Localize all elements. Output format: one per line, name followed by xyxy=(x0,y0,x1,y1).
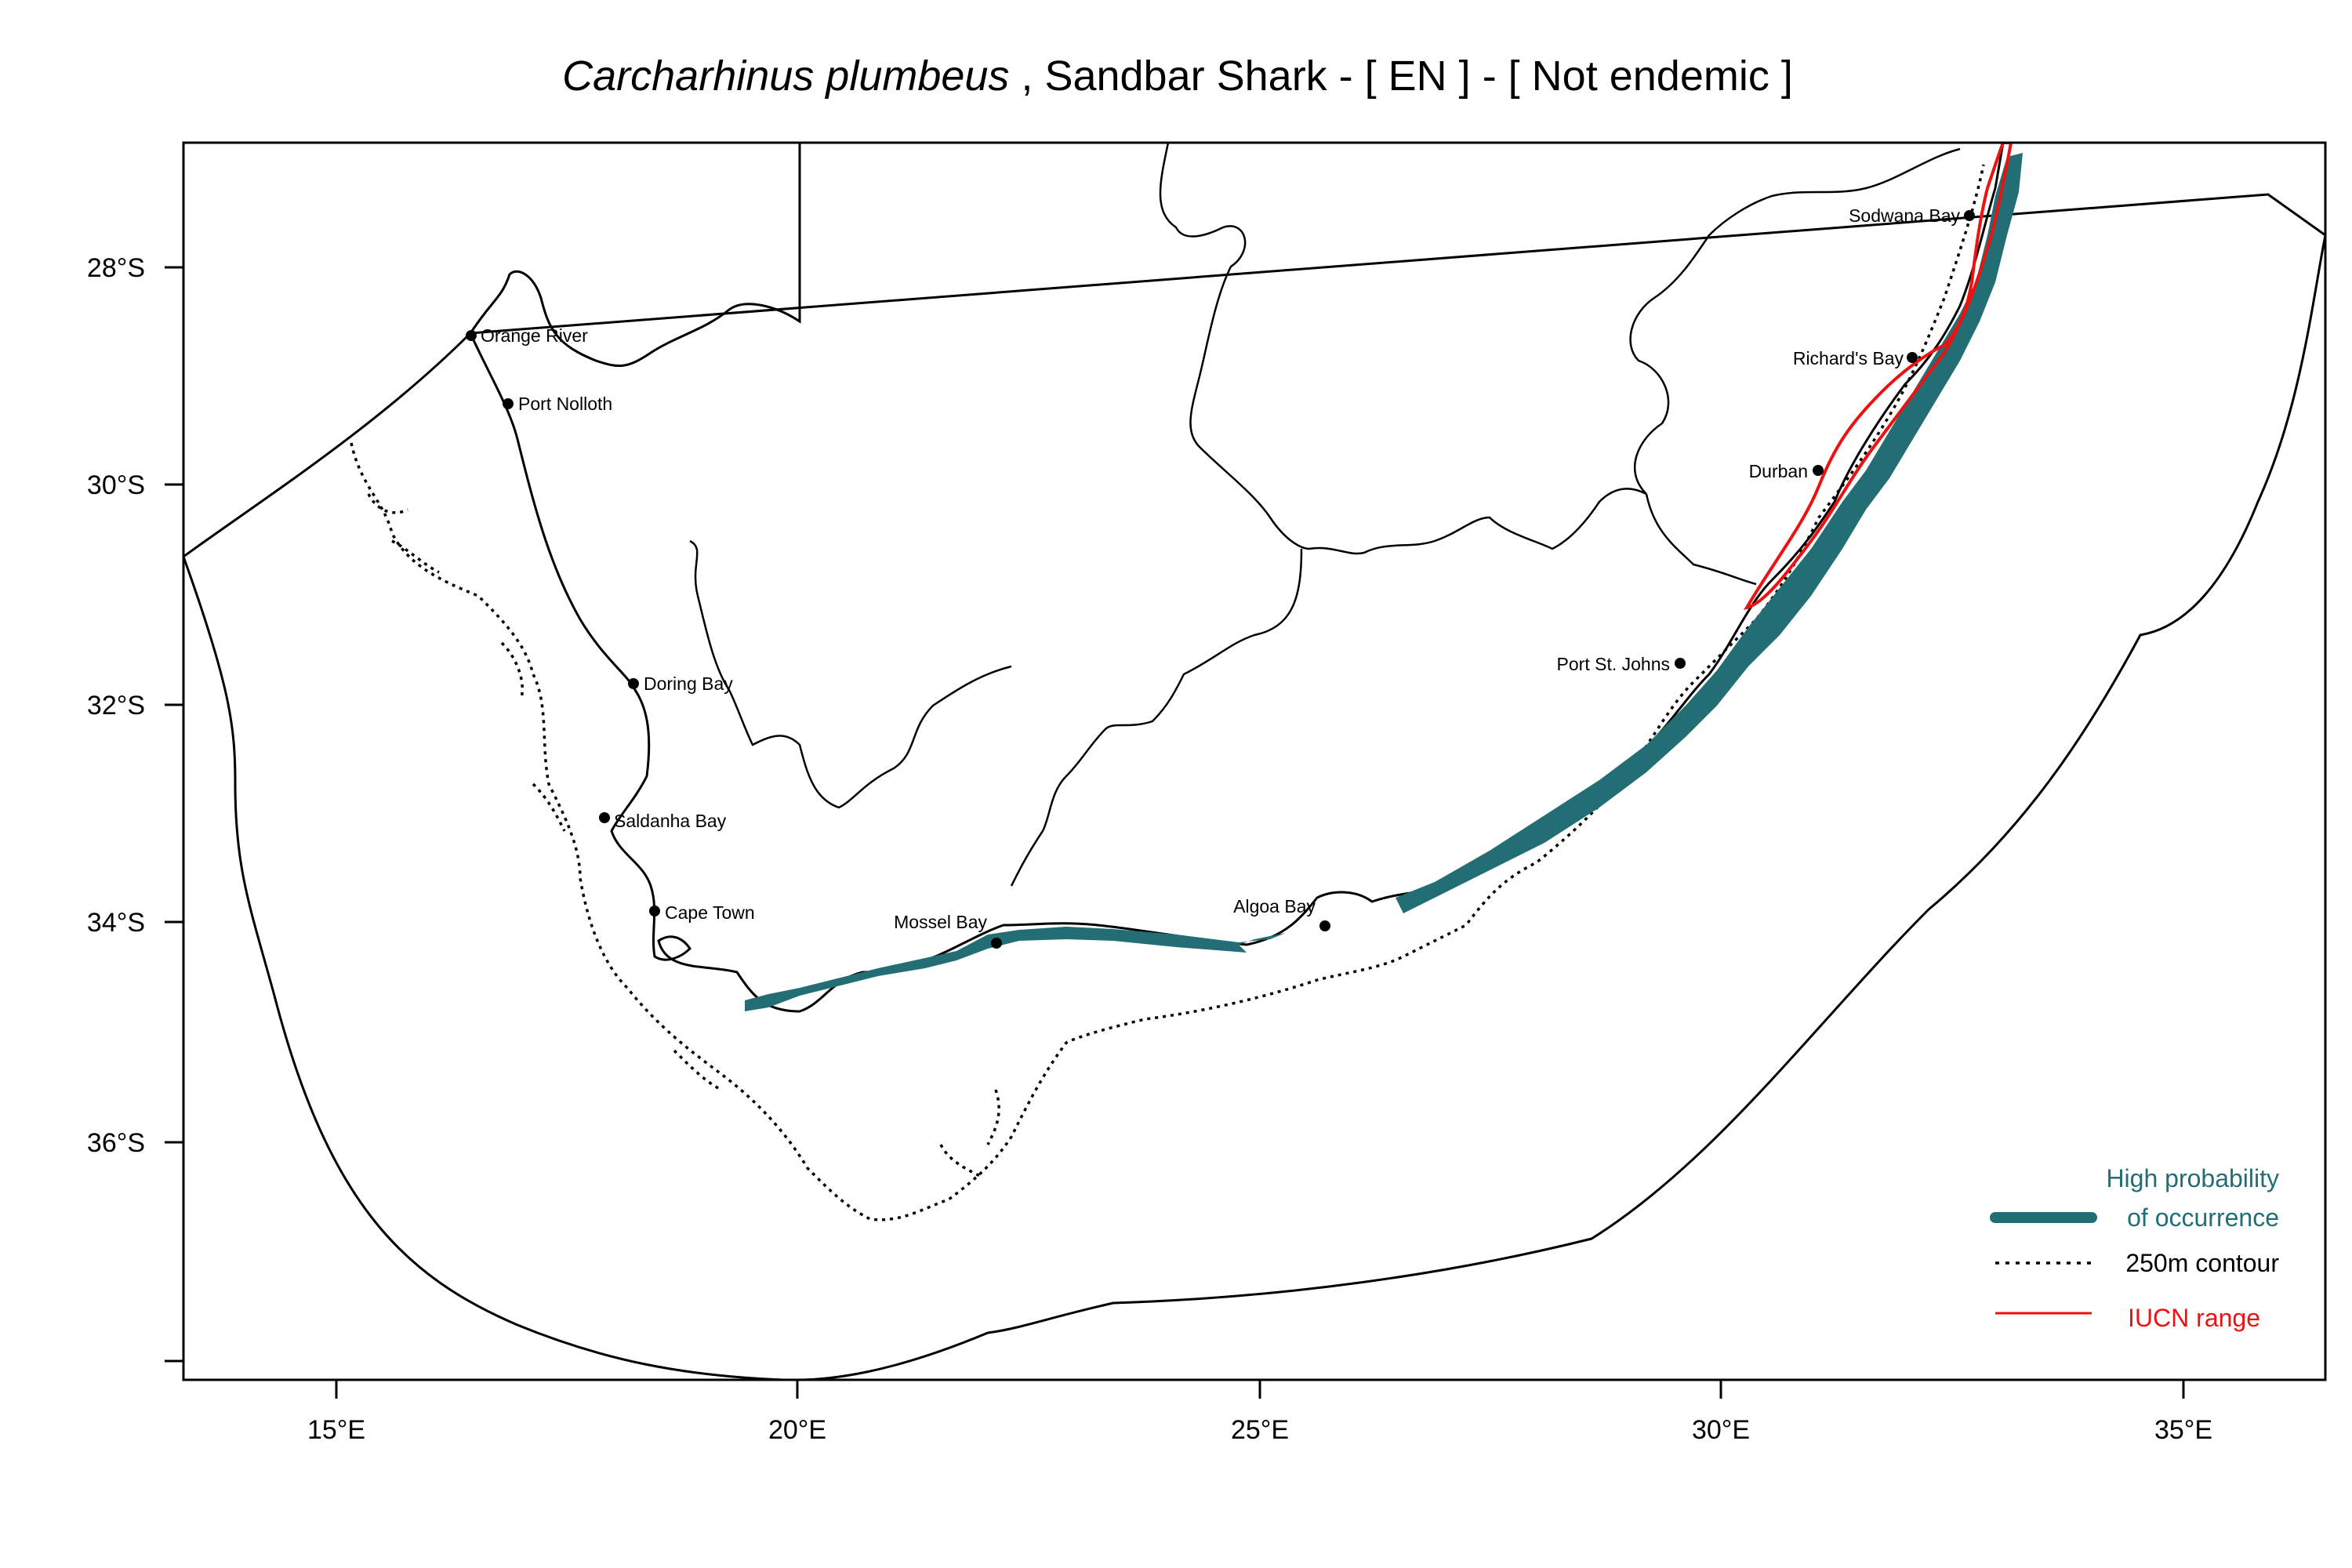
label-durban: Durban xyxy=(1749,461,1808,481)
legend-high-line2: of occurrence xyxy=(2127,1203,2279,1232)
contour-fragments xyxy=(367,493,1000,1178)
legend-contour-label: 250m contour xyxy=(2125,1249,2279,1277)
x-axis: 15°E 20°E 25°E 30°E 35°E xyxy=(307,1380,2212,1445)
label-doring-bay: Doring Bay xyxy=(644,673,733,694)
marker-orange-river xyxy=(466,330,477,341)
marker-richards-bay xyxy=(1907,352,1918,363)
legend-iucn-label: IUCN range xyxy=(2128,1304,2260,1332)
label-algoa-bay: Algoa Bay xyxy=(1233,896,1316,916)
eez-boundary xyxy=(183,193,2325,1380)
province-borders xyxy=(689,143,1961,887)
title-rest: , Sandbar Shark - [ EN ] - [ Not endemic… xyxy=(1009,53,1792,100)
label-orange-river: Orange River xyxy=(481,325,588,346)
marker-cape-town xyxy=(649,906,660,916)
label-richards-bay: Richard's Bay xyxy=(1793,348,1904,368)
label-port-nolloth: Port Nolloth xyxy=(518,394,612,414)
title-species: Carcharhinus plumbeus xyxy=(562,53,1009,100)
legend: High probability of occurrence 250m cont… xyxy=(1990,1164,2279,1332)
marker-doring-bay xyxy=(628,678,639,689)
x-tick-label: 15°E xyxy=(307,1415,365,1445)
place-markers: Orange River Port Nolloth Doring Bay Sal… xyxy=(466,205,1975,949)
y-tick-label: 30°S xyxy=(87,470,145,500)
y-tick-label: 34°S xyxy=(87,908,145,938)
marker-sodwana-bay xyxy=(1964,210,1975,221)
y-tick-label: 32°S xyxy=(87,691,145,720)
marker-algoa-bay xyxy=(1319,920,1330,931)
y-axis: 28°S 30°S 32°S 34°S 36°S xyxy=(87,253,183,1363)
x-tick-label: 30°E xyxy=(1692,1415,1750,1445)
label-port-st-johns: Port St. Johns xyxy=(1557,654,1670,674)
iucn-range xyxy=(1743,143,2013,610)
map-frame xyxy=(182,141,2327,1381)
contour-250m xyxy=(350,164,1985,1221)
label-mossel-bay: Mossel Bay xyxy=(894,912,987,932)
y-tick-label: 28°S xyxy=(87,253,145,283)
marker-saldanha-bay xyxy=(599,812,610,823)
label-saldanha-bay: Saldanha Bay xyxy=(614,811,727,831)
label-sodwana-bay: Sodwana Bay xyxy=(1849,205,1960,226)
marker-port-st-johns xyxy=(1675,658,1686,669)
occurrence-band xyxy=(745,153,2023,1011)
x-tick-label: 20°E xyxy=(768,1415,826,1445)
legend-high-line1: High probability xyxy=(2106,1164,2279,1192)
marker-mossel-bay xyxy=(991,938,1002,949)
label-cape-town: Cape Town xyxy=(665,902,755,923)
x-tick-label: 35°E xyxy=(2154,1415,2212,1445)
map-title: Carcharhinus plumbeus , Sandbar Shark - … xyxy=(562,53,1793,100)
marker-durban xyxy=(1813,465,1824,476)
y-tick-label: 36°S xyxy=(87,1128,145,1158)
marker-port-nolloth xyxy=(503,398,514,409)
x-tick-label: 25°E xyxy=(1231,1415,1289,1445)
